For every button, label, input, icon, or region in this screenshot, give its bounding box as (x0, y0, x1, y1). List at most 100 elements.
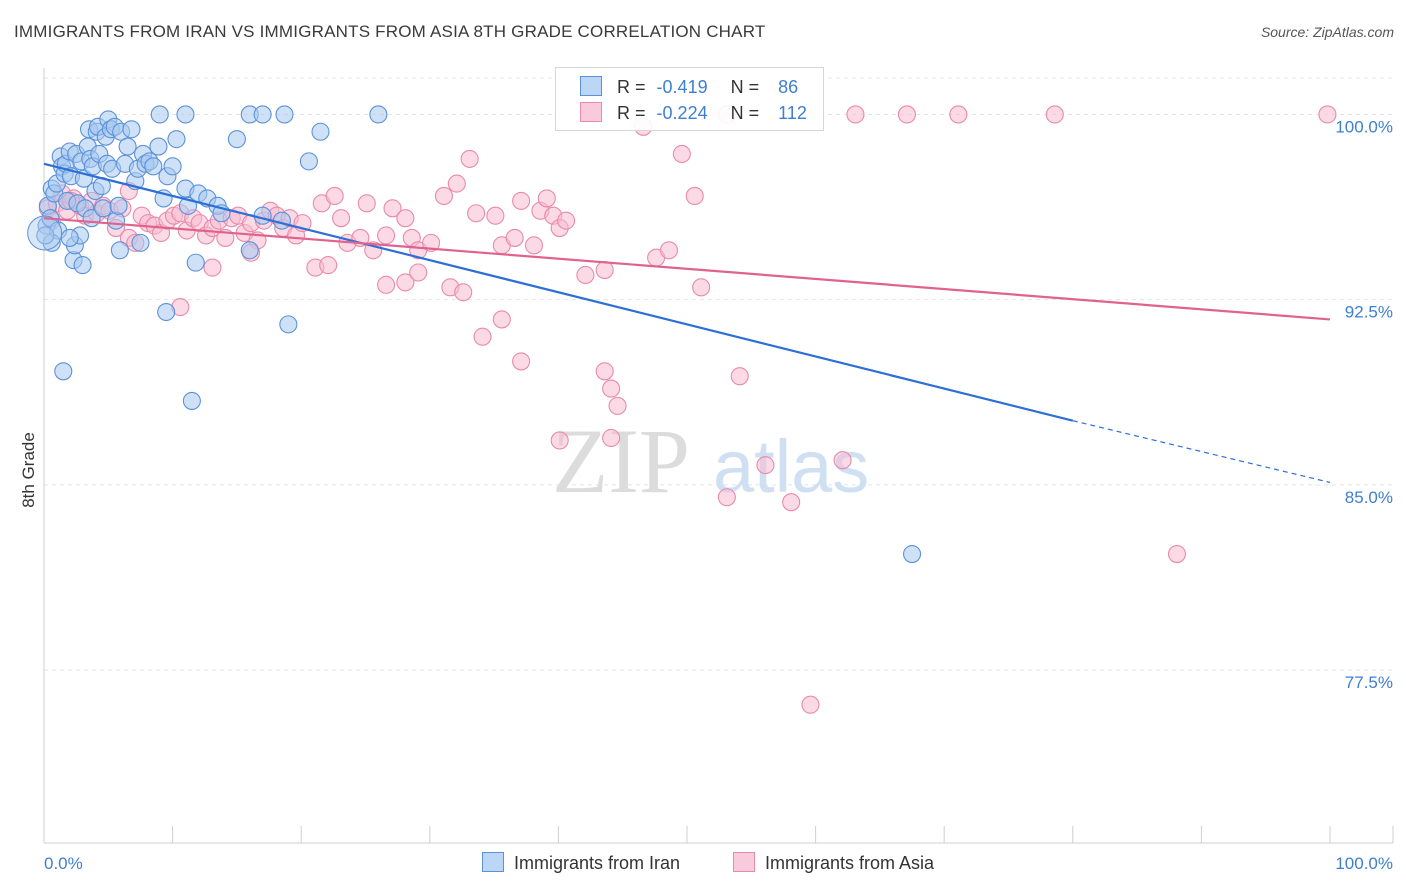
data-point (163, 157, 182, 176)
data-point (176, 105, 195, 124)
data-point (369, 105, 388, 124)
legend-row-iran: R = -0.419 N = 86 (580, 76, 798, 100)
data-point (717, 488, 736, 507)
data-point (685, 186, 704, 206)
data-point (106, 211, 126, 230)
watermark: ZIP atlas (552, 410, 869, 512)
data-point (36, 226, 55, 245)
data-point (319, 256, 338, 275)
data-point (299, 152, 318, 171)
data-point (692, 278, 711, 297)
iran-r-label: R = (617, 77, 646, 97)
asia-swatch (580, 102, 602, 122)
data-point (377, 226, 396, 245)
trendline-iran (43, 162, 1074, 422)
iran-n-value: 86 (778, 77, 799, 97)
data-point (512, 352, 531, 371)
data-point (1167, 545, 1187, 564)
y-axis-label: 8th Grade (19, 432, 38, 508)
data-point (167, 130, 186, 149)
data-point (396, 273, 415, 292)
data-point (253, 206, 272, 225)
data-point (473, 327, 492, 346)
data-point (595, 362, 614, 381)
grid-lines (44, 77, 1393, 671)
data-point (902, 545, 922, 564)
stats-legend: R = -0.419 N = 86 R = -0.224 N = 112 (555, 67, 824, 131)
iran-n-label: N = (730, 77, 760, 97)
y-tick-label: 100.0% (1335, 117, 1393, 136)
data-point (275, 105, 294, 124)
data-point (149, 137, 168, 156)
data-point (60, 228, 79, 247)
data-point (595, 260, 614, 280)
bottom-iran-label: Immigrants from Iran (514, 853, 681, 873)
data-point (109, 196, 128, 215)
data-point (550, 431, 569, 450)
data-point (182, 391, 201, 410)
data-point (144, 157, 163, 176)
data-point (801, 695, 820, 714)
data-point (846, 105, 865, 124)
trendline-iran-extension (1072, 420, 1331, 484)
series-iran-points (27, 105, 922, 564)
data-point (422, 233, 441, 252)
data-point (460, 149, 479, 168)
data-point (118, 137, 137, 156)
data-point (325, 186, 344, 206)
asia-n-value: 112 (778, 103, 807, 123)
data-point (203, 258, 222, 277)
data-point (576, 265, 595, 285)
watermark-zip: ZIP (552, 410, 690, 512)
data-point (756, 456, 775, 475)
data-point (383, 199, 402, 218)
x-tick-label: 100.0% (1335, 854, 1393, 873)
x-tick-label: 0.0% (44, 854, 83, 873)
data-point (240, 241, 259, 260)
data-point (253, 105, 272, 124)
data-point (1318, 105, 1337, 124)
data-point (186, 253, 205, 272)
asia-r-label: R = (617, 103, 646, 123)
data-point-cluster (27, 215, 63, 251)
source-label: Source: ZipAtlas.com (1260, 24, 1394, 40)
data-point (396, 209, 415, 228)
asia-r-value: -0.224 (656, 103, 708, 123)
data-point (557, 211, 576, 230)
bottom-legend-iran: Immigrants from Iran (482, 852, 680, 874)
legend-row-asia: R = -0.224 N = 112 (580, 102, 807, 126)
data-point (782, 493, 801, 512)
data-point (377, 275, 396, 294)
data-point (897, 105, 916, 124)
data-point (409, 263, 428, 282)
data-point (524, 236, 544, 255)
data-point (110, 241, 129, 260)
data-point (279, 315, 298, 334)
bottom-iran-swatch (482, 852, 504, 872)
data-point (227, 130, 246, 149)
data-point (157, 302, 176, 322)
data-point (486, 206, 505, 225)
y-tick-label: 92.5% (1345, 303, 1393, 322)
data-point (659, 241, 679, 260)
data-point (150, 105, 169, 124)
data-point (608, 396, 627, 415)
chart-title: IMMIGRANTS FROM IRAN VS IMMIGRANTS FROM … (14, 22, 766, 41)
data-point (512, 191, 531, 210)
data-point (434, 186, 453, 206)
y-tick-label: 77.5% (1345, 673, 1393, 692)
asia-n-label: N = (730, 103, 760, 123)
bottom-asia-label: Immigrants from Asia (765, 853, 935, 873)
trendline-asia (43, 217, 1331, 321)
data-point (54, 362, 73, 381)
data-point (122, 120, 141, 139)
data-point (94, 199, 113, 218)
bottom-legend-asia: Immigrants from Asia (733, 852, 934, 874)
data-point (467, 204, 486, 223)
trend-lines (43, 162, 1331, 484)
data-point (311, 122, 330, 141)
data-point (602, 428, 621, 448)
tick-labels: 77.5% 85.0% 92.5% 100.0% 0.0% 100.0% (44, 117, 1393, 873)
data-point (537, 189, 556, 208)
